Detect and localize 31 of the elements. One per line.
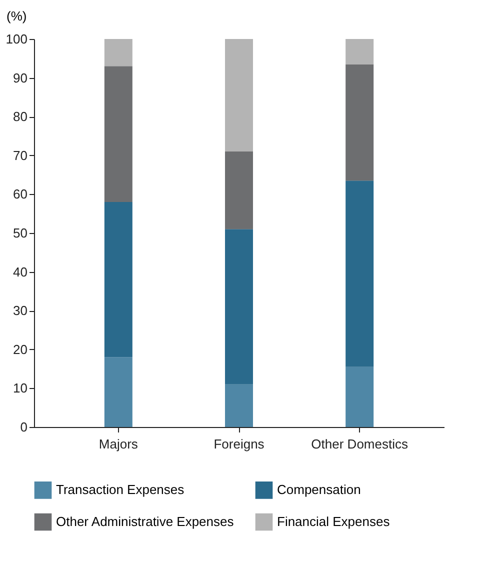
y-axis-title: (%) [6, 8, 27, 24]
bar [104, 39, 132, 66]
bar [225, 384, 253, 427]
y-tick-label: 10 [13, 380, 28, 396]
y-tick-label: 80 [13, 109, 28, 124]
bar [104, 202, 132, 358]
y-tick-label: 50 [13, 226, 28, 240]
bar [346, 64, 374, 181]
bar [104, 357, 132, 427]
bar [104, 66, 132, 202]
x-tick-label: Other Domestics [311, 436, 408, 452]
y-tick-label: 0 [20, 420, 28, 434]
y-tick-label: 30 [13, 303, 28, 318]
legend-label: Financial Expenses [277, 514, 390, 529]
x-tick-label: Foreigns [214, 436, 265, 452]
y-tick-label: 70 [13, 148, 28, 163]
x-tick-label: Majors [98, 436, 138, 452]
legend-label: Transaction Expenses [56, 482, 185, 498]
legend-label: Compensation [277, 482, 361, 498]
bar [346, 366, 374, 427]
y-tick-label: 20 [13, 342, 28, 357]
y-tick-label: 100 [6, 32, 28, 46]
bar [346, 180, 374, 367]
legend-label: Other Administrative Expenses [56, 514, 234, 529]
y-tick-label: 40 [13, 264, 28, 280]
bar [346, 39, 374, 64]
bar [225, 39, 253, 152]
y-tick-label: 90 [13, 70, 28, 86]
y-tick-label: 60 [13, 186, 28, 202]
bar [225, 152, 253, 230]
bar [225, 229, 253, 384]
